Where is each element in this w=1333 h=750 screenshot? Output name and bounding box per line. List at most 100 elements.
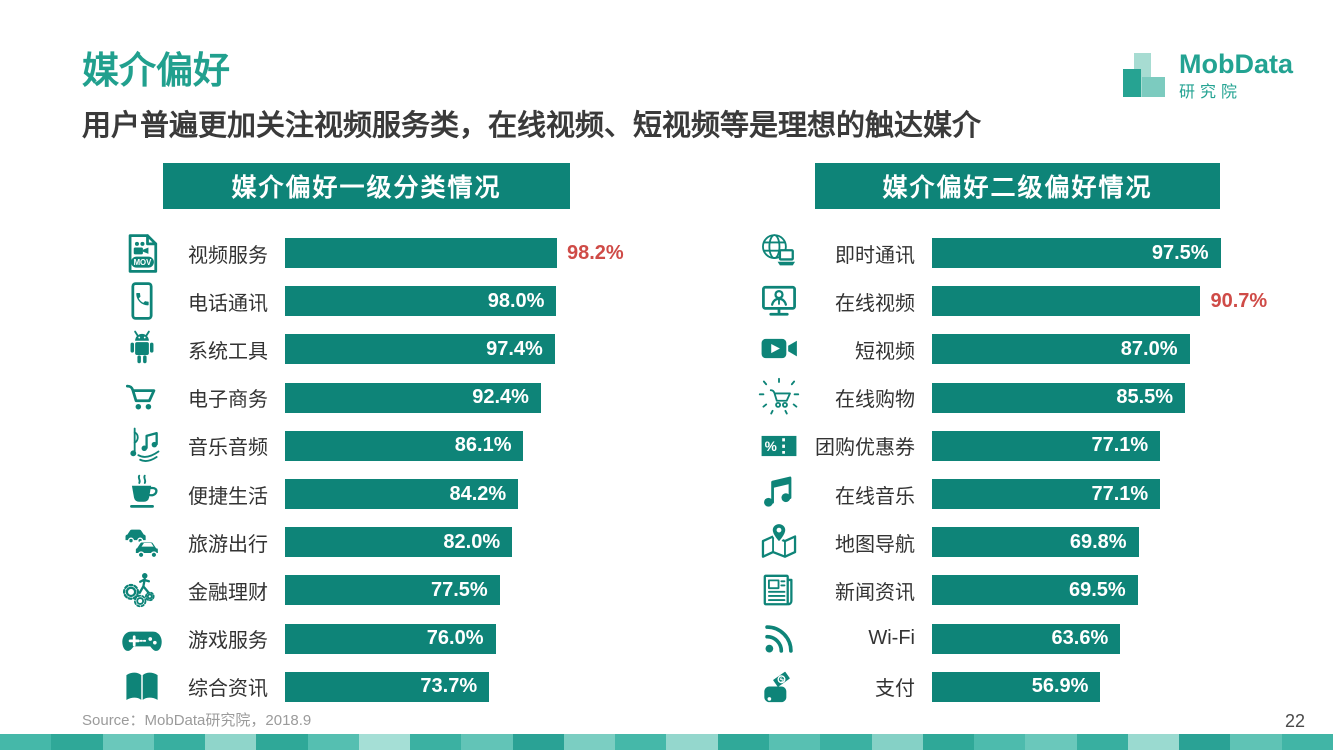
table-row: 游戏服务 76.0% 76.0% [118, 615, 725, 663]
bar: 98.2% [285, 238, 557, 269]
phone-call-icon [118, 278, 166, 324]
bar: 92.4% [285, 382, 541, 413]
bar: 77.1% [932, 430, 1161, 461]
android-robot-icon [118, 326, 166, 372]
page-title: 媒介偏好 [82, 50, 230, 91]
category-label: 新闻资讯 [835, 581, 915, 604]
category-label: 电话通讯 [188, 292, 268, 315]
sparkle-cart-icon [755, 375, 803, 421]
mobdata-logo-icon [1121, 51, 1169, 101]
bar: 84.2% [285, 479, 519, 510]
video-file-icon: MOV [118, 230, 166, 276]
bar: 76.0% [285, 623, 496, 654]
category-label: 系统工具 [188, 340, 268, 363]
table-row: 电话通讯 98.0% 98.0% [118, 277, 725, 325]
table-row: 综合资讯 73.7% 73.7% [118, 663, 725, 711]
bar: 90.7% [932, 286, 1201, 317]
bar: 85.5% [932, 382, 1186, 413]
bar-value: 97.4% [486, 337, 543, 360]
newspaper-icon [755, 567, 803, 613]
bar: 82.0% [285, 527, 513, 558]
category-label: 支付 [875, 678, 915, 701]
monitor-person-icon [755, 278, 803, 324]
bar: 98.0% [285, 286, 557, 317]
category-label: 在线音乐 [835, 485, 915, 508]
table-row: 便捷生活 84.2% 84.2% [118, 470, 725, 518]
bar-value: 76.0% [426, 627, 484, 650]
bar-value: 77.1% [1091, 434, 1149, 457]
table-row: 金融理财 77.5% 77.5% [118, 566, 725, 614]
table-row: 旅游出行 82.0% 82.0% [118, 518, 725, 566]
table-row: 地图导航 69.8% 69.8% [755, 518, 1333, 566]
bar-value: 69.8% [1069, 530, 1127, 553]
table-row: 短视频 87.0% 87.0% [755, 325, 1333, 373]
coffee-cup-icon [118, 471, 166, 517]
logo-brand: MobData [1179, 49, 1293, 79]
bar-value-outside: 90.7% [1210, 289, 1268, 312]
table-row: 即时通讯 97.5% 97.5% [755, 229, 1333, 277]
bar: 63.6% [932, 623, 1121, 654]
logo-sub: 研究院 [1179, 84, 1243, 102]
music-note-icon [755, 471, 803, 517]
bar-value: 69.5% [1069, 578, 1126, 601]
category-label: 电子商务 [188, 389, 268, 412]
source-note: Source：MobData研究院，2018.9 [82, 712, 312, 729]
bar: 69.8% [932, 527, 1139, 558]
cars-icon [118, 519, 166, 565]
bar-value: 82.0% [443, 530, 501, 553]
logo-text: MobData 研究院 [1179, 50, 1293, 102]
chart-rows-level2: 即时通讯 97.5% 97.5% 在线视频 [755, 229, 1333, 711]
video-camera-icon [755, 326, 803, 372]
category-label: 金融理财 [188, 581, 268, 604]
table-row: MOV 视频服务 98.2% 98.2% [118, 229, 725, 277]
category-label: 综合资讯 [188, 678, 268, 701]
category-label: 在线视频 [835, 292, 915, 315]
table-row: 在线音乐 77.1% 77.1% [755, 470, 1333, 518]
bar-value: 77.5% [430, 578, 488, 601]
bar-value: 92.4% [472, 386, 529, 409]
bar-value: 98.0% [487, 289, 545, 312]
chart-panel-level1: 媒介偏好一级分类情况 MOV 视频服务 98.2% 98.2% [100, 163, 725, 711]
bar-value: 56.9% [1031, 675, 1089, 698]
music-notes-icon [118, 423, 166, 469]
bar: 73.7% [285, 671, 490, 702]
svg-text:MOV: MOV [134, 258, 153, 267]
category-label: 旅游出行 [188, 533, 268, 556]
wifi-icon [755, 616, 803, 662]
table-row: 音乐音频 86.1% 86.1% [118, 422, 725, 470]
table-row: 在线购物 85.5% 85.5% [755, 374, 1333, 422]
category-label: 便捷生活 [188, 485, 268, 508]
category-label: 游戏服务 [188, 630, 268, 653]
page-subtitle: 用户普遍更加关注视频服务类，在线视频、短视频等是理想的触达媒介 [82, 110, 982, 142]
bar: 77.5% [285, 575, 500, 606]
category-label: 团购优惠券 [815, 437, 915, 460]
bar-value: 97.5% [1151, 241, 1209, 264]
table-row: 在线视频 90.7% 90.7% [755, 277, 1333, 325]
bar: 77.1% [932, 479, 1161, 510]
finance-gears-icon [118, 567, 166, 613]
chart-panel-level2: 媒介偏好二级偏好情况 即时通讯 97.5% 97.5% [740, 163, 1333, 711]
table-row: $ 支付 56.9% 56.9% [755, 663, 1333, 711]
category-label: Wi-Fi [868, 627, 915, 650]
bar: 87.0% [932, 334, 1190, 365]
chart-rows-level1: MOV 视频服务 98.2% 98.2% 电话通讯 [118, 229, 725, 711]
bar: 86.1% [285, 430, 524, 461]
category-label: 音乐音频 [188, 437, 268, 460]
coupon-percent-icon: % [755, 423, 803, 469]
bar: 69.5% [932, 575, 1138, 606]
globe-computer-icon [755, 230, 803, 276]
mobdata-logo: MobData 研究院 [1121, 50, 1293, 102]
shopping-cart-icon [118, 375, 166, 421]
bar-value: 84.2% [449, 482, 507, 505]
bar-value-outside: 98.2% [567, 241, 624, 264]
category-label: 短视频 [855, 340, 915, 363]
open-book-icon [118, 664, 166, 710]
table-row: 系统工具 97.4% 97.4% [118, 325, 725, 373]
table-row: 新闻资讯 69.5% 69.5% [755, 566, 1333, 614]
table-row: 电子商务 92.4% 92.4% [118, 374, 725, 422]
category-label: 在线购物 [835, 389, 915, 412]
chart-title-level1: 媒介偏好一级分类情况 [163, 163, 570, 209]
payment-card-icon: $ [755, 664, 803, 710]
gamepad-icon [118, 616, 166, 662]
